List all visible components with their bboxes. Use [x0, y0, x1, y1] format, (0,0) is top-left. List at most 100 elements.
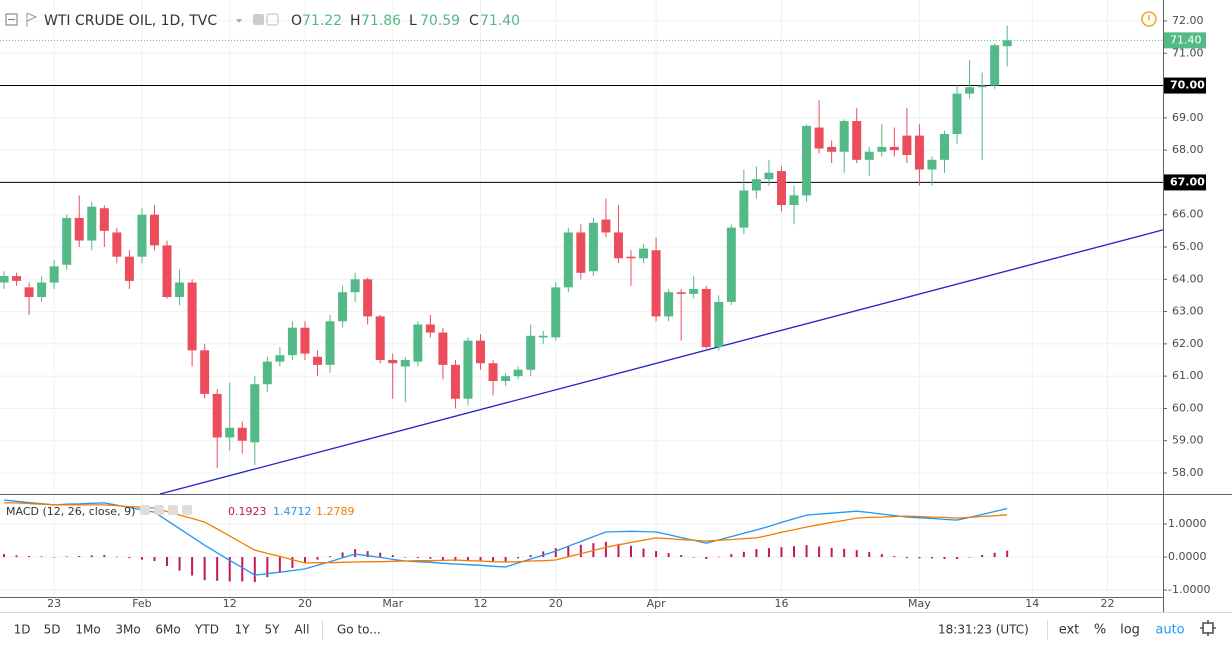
- range-button[interactable]: 1Mo: [75, 623, 100, 637]
- candle-body: [739, 190, 749, 228]
- candle-body: [413, 324, 423, 362]
- symbol-title: WTI CRUDE OIL, 1D, TVC: [44, 13, 217, 29]
- histogram-bar: [303, 557, 306, 563]
- histogram-bar: [542, 551, 545, 558]
- option-button[interactable]: log: [1120, 623, 1140, 638]
- histogram-bar: [642, 548, 645, 558]
- dropdown-icon[interactable]: [236, 19, 242, 23]
- histogram-bar: [655, 551, 658, 558]
- option-button[interactable]: ext: [1059, 623, 1080, 638]
- candle-body: [864, 151, 874, 160]
- candle-body: [350, 279, 360, 293]
- macd-hide-icon[interactable]: [140, 505, 150, 515]
- histogram-bar: [429, 557, 432, 559]
- histogram-bar: [266, 557, 269, 578]
- candle-body: [701, 288, 711, 348]
- histogram-bar: [805, 545, 808, 558]
- candle-body: [99, 208, 109, 231]
- flag-icon[interactable]: [26, 12, 38, 27]
- candle-body: [250, 384, 260, 443]
- candle-body: [651, 250, 661, 317]
- histogram-bar: [943, 557, 946, 560]
- histogram-bar: [128, 557, 131, 559]
- option-button[interactable]: auto: [1155, 623, 1184, 638]
- y-tick-label: 61.00: [1172, 369, 1204, 382]
- candle-body: [450, 364, 460, 399]
- macd-settings-icon[interactable]: [154, 505, 164, 515]
- y-tick-label: 71.00: [1172, 46, 1204, 59]
- range-button[interactable]: 1Y: [235, 623, 251, 637]
- x-tick-label: Mar: [382, 597, 403, 610]
- y-tick-label: 62.00: [1172, 337, 1204, 350]
- histogram-bar: [717, 556, 720, 558]
- ohlc-letter: O: [291, 13, 302, 29]
- hide-icon[interactable]: [253, 14, 264, 25]
- range-button[interactable]: YTD: [194, 623, 219, 637]
- collapse-icon[interactable]: [5, 13, 18, 26]
- candle-body: [927, 159, 937, 170]
- histogram-bar: [780, 547, 783, 558]
- legend-icons[interactable]: [5, 11, 1157, 515]
- candle-body: [425, 324, 435, 333]
- histogram-bar: [830, 547, 833, 558]
- histogram-bar: [191, 557, 194, 576]
- candle-body: [375, 316, 385, 361]
- macd-more-icon[interactable]: [182, 505, 192, 515]
- candle-body: [200, 350, 210, 394]
- candle-body: [24, 287, 34, 298]
- candle-body: [726, 227, 736, 302]
- histogram-bar: [956, 557, 959, 560]
- histogram-bar: [354, 549, 357, 558]
- histogram-bar: [880, 554, 883, 558]
- candle-body: [977, 85, 987, 88]
- y-tick-label: 68.00: [1172, 143, 1204, 156]
- histogram-bar: [981, 555, 984, 558]
- histogram-bar: [278, 557, 281, 573]
- y-tick-label: -1.0000: [1168, 583, 1210, 596]
- range-button[interactable]: 5Y: [265, 623, 281, 637]
- histogram-bar: [630, 545, 632, 558]
- x-tick-label: 20: [298, 597, 312, 610]
- settings-icon[interactable]: [266, 13, 279, 26]
- candle-body: [990, 45, 1000, 86]
- ohlc-value: 71.40: [480, 13, 520, 29]
- histogram-bar: [329, 556, 332, 558]
- macd-legend-value: 0.1923: [228, 505, 267, 518]
- candle-body: [714, 301, 724, 348]
- alert-icon[interactable]: [1141, 11, 1157, 27]
- candle-body: [965, 87, 975, 94]
- candle-body: [0, 276, 9, 283]
- range-button[interactable]: All: [295, 623, 310, 637]
- candle-body: [325, 321, 335, 365]
- settings-gear[interactable]: [1200, 620, 1216, 636]
- histogram-bar: [968, 557, 971, 558]
- candle-body: [262, 361, 272, 385]
- range-button[interactable]: 1D: [14, 623, 31, 637]
- candle-body: [463, 340, 473, 399]
- histogram-bar: [818, 546, 821, 558]
- candle-body: [902, 135, 912, 155]
- histogram-bar: [767, 548, 770, 558]
- candle-body: [162, 245, 172, 298]
- goto-button[interactable]: Go to...: [337, 623, 381, 637]
- macd-close-icon[interactable]: [168, 505, 178, 515]
- x-tick-label: May: [908, 597, 931, 610]
- candle-body: [112, 232, 122, 257]
- candle-body: [338, 292, 348, 322]
- x-tick-label: Apr: [647, 597, 667, 610]
- range-button[interactable]: 3Mo: [115, 623, 140, 637]
- range-button[interactable]: 5D: [44, 623, 61, 637]
- candle-body: [137, 214, 147, 257]
- option-button[interactable]: %: [1094, 623, 1106, 638]
- histogram-bar: [241, 557, 244, 582]
- histogram-bar: [930, 557, 933, 559]
- ohlc-value: 71.22: [302, 13, 342, 29]
- range-button[interactable]: 6Mo: [155, 623, 180, 637]
- candle-body: [676, 292, 686, 294]
- histogram-bar: [755, 549, 758, 558]
- candle-body: [751, 179, 761, 191]
- trend-line: [159, 229, 1163, 494]
- macd-legend-value: 1.4712: [273, 505, 312, 518]
